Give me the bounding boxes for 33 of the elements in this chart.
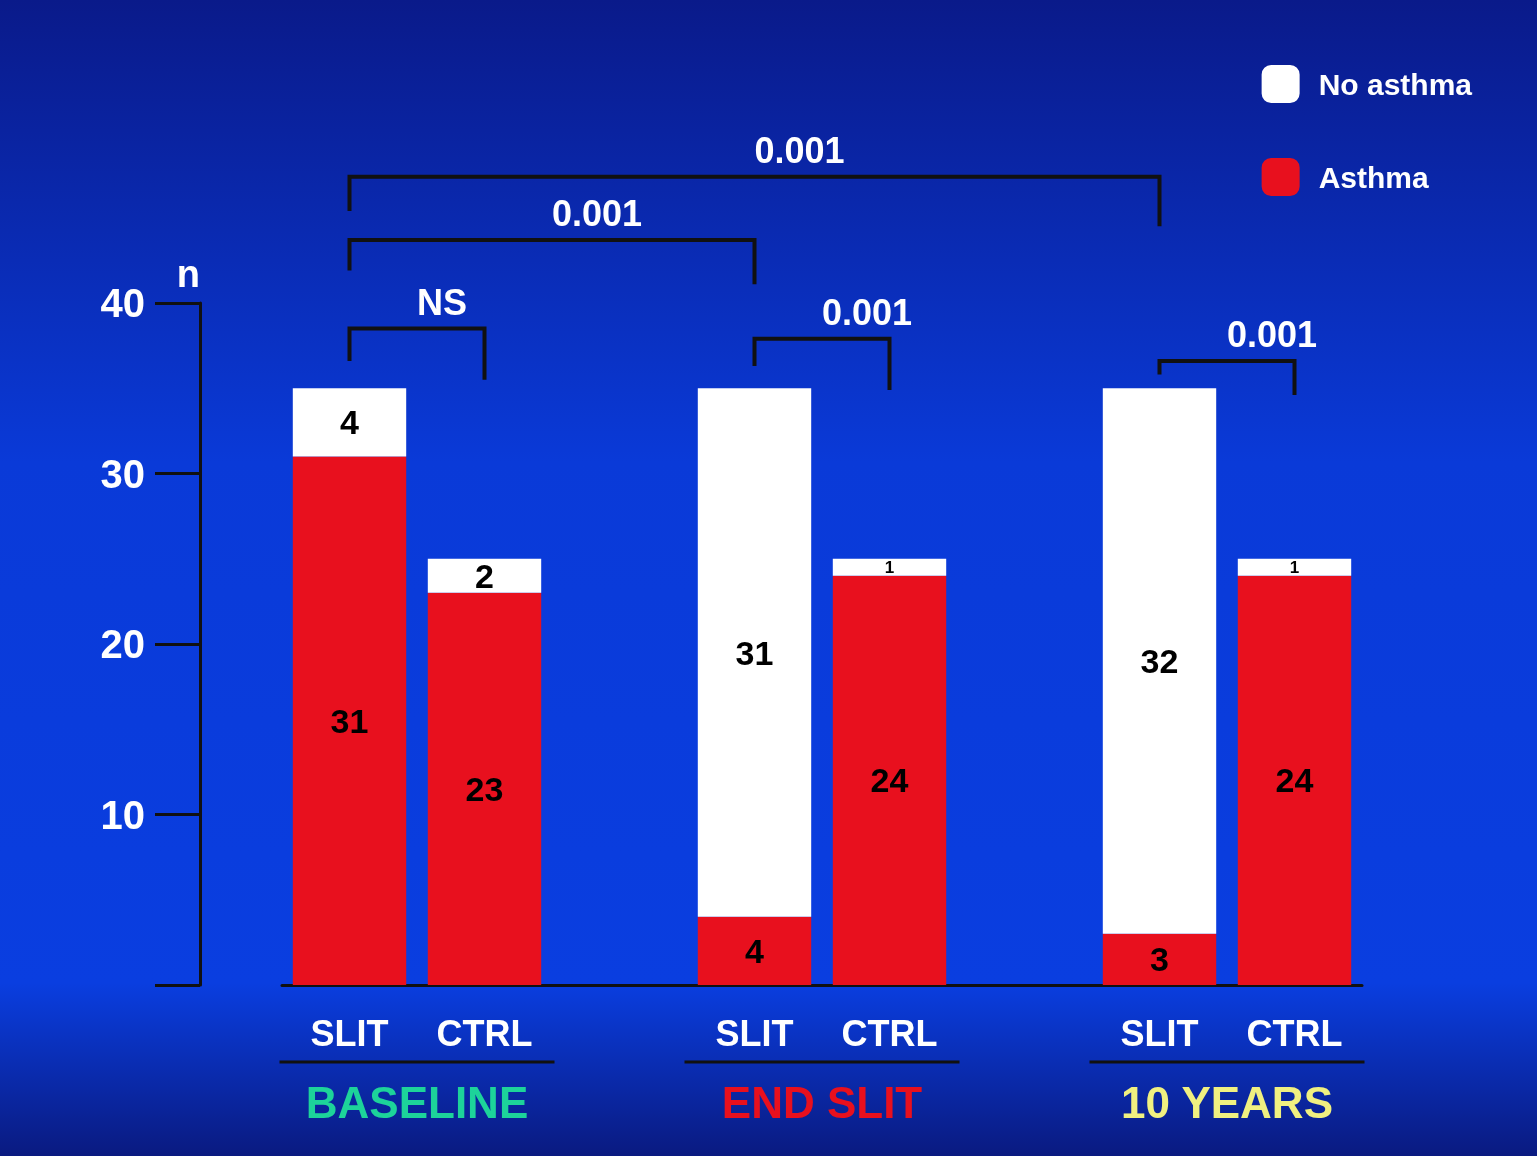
data-label: 23 xyxy=(465,769,504,808)
y-axis-title: n xyxy=(176,253,200,295)
y-tick-label: 20 xyxy=(100,622,145,666)
y-tick-label: 30 xyxy=(100,451,145,496)
x-tick-label: CTRL xyxy=(841,1012,938,1054)
x-tick-label: SLIT xyxy=(310,1012,389,1054)
data-label: 3 xyxy=(1150,940,1169,979)
data-label: 32 xyxy=(1140,642,1179,681)
x-tick-label: SLIT xyxy=(1120,1012,1199,1054)
annotation: 0.001 xyxy=(1227,314,1318,356)
text: 0.001 xyxy=(552,193,643,235)
data-label: 24 xyxy=(1275,761,1314,800)
y-tick-label: 40 xyxy=(100,281,145,325)
text: END SLIT xyxy=(721,1077,923,1127)
data-label: 31 xyxy=(330,701,369,740)
legend-label: Asthma xyxy=(1318,160,1429,194)
text: 10 YEARS xyxy=(1121,1077,1333,1127)
data-label: 2 xyxy=(475,556,494,595)
x-tick-label: SLIT xyxy=(715,1012,794,1054)
data-label: 24 xyxy=(870,761,909,800)
data-label: 31 xyxy=(735,633,774,672)
annotation: NS xyxy=(417,282,468,324)
y-tick-label: 10 xyxy=(100,792,145,837)
text: 0.001 xyxy=(754,130,845,172)
text: BASELINE xyxy=(305,1077,529,1127)
data-label: 1 xyxy=(884,557,895,577)
x-tick-label: CTRL xyxy=(1246,1012,1343,1054)
data-label: 1 xyxy=(1289,557,1300,577)
legend-label: No asthma xyxy=(1318,67,1473,101)
data-label: 4 xyxy=(340,403,360,442)
x-tick-label: CTRL xyxy=(436,1012,533,1054)
annotation: 0.001 xyxy=(822,292,913,334)
data-label: 4 xyxy=(745,931,765,970)
